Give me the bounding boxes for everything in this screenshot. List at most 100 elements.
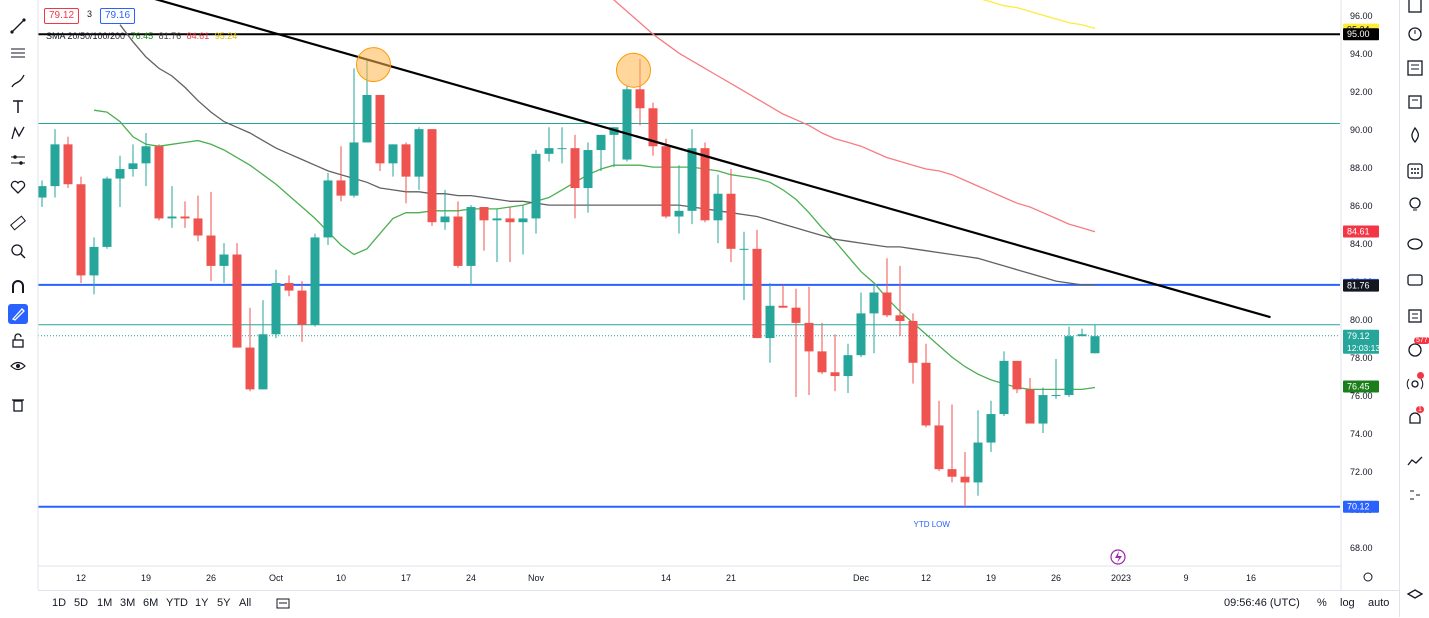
candle-body: [167, 216, 177, 219]
brush-icon[interactable]: [8, 71, 28, 91]
text-tool-icon[interactable]: [8, 97, 28, 117]
candle-body: [505, 218, 515, 223]
ideas-lightbulb-icon[interactable]: [1404, 194, 1426, 216]
calendar-grid-icon[interactable]: [1404, 160, 1426, 182]
range-3m-button[interactable]: 3M: [120, 597, 136, 609]
alerts-bell-icon[interactable]: [1404, 408, 1426, 430]
y-tick-label: 74.00: [1350, 429, 1373, 439]
x-tick-label: 26: [206, 573, 216, 583]
range-ytd-button[interactable]: YTD: [166, 597, 188, 609]
candle-body: [960, 476, 970, 483]
trend-line-icon[interactable]: [8, 16, 28, 36]
candle-body: [219, 254, 229, 266]
price-badge: [1343, 279, 1379, 292]
price-chart[interactable]: YTD LOW 96.00 94.00 92.00 90.00 88.00 86.00 84…: [0, 0, 1400, 590]
horizontal-lines-icon[interactable]: [8, 43, 28, 63]
highlight-circle[interactable]: [616, 52, 651, 88]
candle-body: [765, 305, 775, 339]
pattern-tool-icon[interactable]: [8, 123, 28, 143]
ask-price-box[interactable]: 79.16: [100, 8, 136, 24]
streams-icon[interactable]: [1404, 339, 1426, 361]
candle-body: [518, 218, 528, 223]
candle-body: [973, 442, 983, 483]
x-tick-label: 2023: [1111, 573, 1131, 583]
highlight-circle[interactable]: [356, 47, 391, 83]
log-scale-button[interactable]: log: [1340, 597, 1355, 609]
magnet-icon[interactable]: [8, 277, 28, 297]
alarm-clock-icon[interactable]: [1404, 22, 1426, 44]
price-axis-badges: 95.2495.0084.6181.8081.7679.1212:03:1376…: [1343, 23, 1380, 513]
y-tick-label: 92.00: [1350, 87, 1373, 97]
trash-icon[interactable]: [8, 394, 28, 414]
sma-legend[interactable]: SMA 20/50/100/200 76.45 81.76 84.61 95.2…: [46, 31, 240, 41]
clock-readout[interactable]: 09:56:46 (UTC): [1224, 597, 1300, 609]
sma-line-sma50: [119, 24, 1095, 286]
candle-body: [414, 129, 424, 177]
data-window-icon[interactable]: [1404, 57, 1426, 79]
alerts-count-badge: 1: [1416, 406, 1424, 413]
candle-body: [921, 362, 931, 426]
dom-ladder-icon[interactable]: [1404, 484, 1426, 506]
range-5y-button[interactable]: 5Y: [217, 597, 231, 609]
public-chats-icon[interactable]: [1404, 234, 1426, 256]
range-1d-button[interactable]: 1D: [52, 597, 67, 609]
drawings[interactable]: YTD LOW: [19, 0, 1271, 565]
range-all-button[interactable]: All: [239, 597, 252, 609]
layers-icon[interactable]: [1404, 585, 1426, 607]
y-tick-label: 86.00: [1350, 201, 1373, 211]
candle-body: [869, 292, 879, 314]
lock-icon[interactable]: [8, 331, 28, 351]
candle-body: [180, 216, 190, 219]
hotlist-fire-icon[interactable]: [1404, 124, 1426, 146]
sma-legend-label: SMA 20/50/100/200: [46, 31, 126, 41]
candle-body: [1064, 336, 1074, 396]
candle-body: [596, 134, 606, 151]
candle-body: [232, 254, 242, 348]
candle-body: [115, 169, 125, 179]
y-tick-label: 72.00: [1350, 467, 1373, 477]
candle-body: [1025, 389, 1035, 424]
private-chats-icon[interactable]: [1404, 270, 1426, 292]
trend-line[interactable]: [19, 0, 1271, 319]
add-note-icon[interactable]: [1404, 90, 1426, 112]
watchlist-icon[interactable]: [1404, 0, 1426, 16]
right-sidebar: 577 1: [1399, 0, 1429, 617]
range-1y-button[interactable]: 1Y: [195, 597, 209, 609]
price-badge-label: 95.00: [1347, 29, 1370, 39]
range-1m-button[interactable]: 1M: [97, 597, 113, 609]
zoom-in-icon[interactable]: [8, 241, 28, 261]
broadcast-icon[interactable]: [1404, 373, 1426, 395]
horizontal-levels[interactable]: [38, 33, 1340, 508]
x-tick-label: 19: [141, 573, 151, 583]
forecast-tool-icon[interactable]: [8, 150, 28, 170]
auto-scale-button[interactable]: auto: [1368, 597, 1390, 609]
candle-body: [362, 94, 372, 143]
notifications-list-icon[interactable]: [1404, 305, 1426, 327]
ruler-icon[interactable]: [8, 213, 28, 233]
candle-body: [1077, 334, 1087, 337]
hide-drawings-icon[interactable]: [8, 356, 28, 376]
spread-value: 3: [87, 9, 93, 19]
bottom-toolbar: 1D 5D 1M 3M 6M YTD 1Y 5Y All 09:56:46 (U…: [38, 590, 1400, 618]
candle-body: [713, 193, 723, 221]
price-badge: [1343, 28, 1379, 41]
x-tick-label: 19: [986, 573, 996, 583]
candle-body: [375, 94, 385, 164]
range-5d-button[interactable]: 5D: [74, 597, 89, 609]
percent-scale-button[interactable]: %: [1317, 597, 1327, 609]
stay-in-drawing-mode-icon[interactable]: [8, 304, 28, 324]
time-axis-settings-icon[interactable]: [1363, 572, 1373, 582]
candle-body: [141, 146, 151, 164]
candle-body: [895, 315, 905, 321]
lightning-icon: [1115, 551, 1122, 563]
x-tick-label: 17: [401, 573, 411, 583]
range-6m-button[interactable]: 6M: [143, 597, 159, 609]
date-range-icon[interactable]: [276, 596, 290, 613]
candle-body: [739, 248, 749, 250]
candle-body: [986, 414, 996, 443]
x-tick-label: 24: [466, 573, 476, 583]
axes: 96.0094.0092.0090.0088.0086.0084.0082.00…: [37, 0, 1373, 590]
favorite-icon[interactable]: [8, 177, 28, 197]
bid-price-box[interactable]: 79.12: [44, 8, 80, 24]
trading-panel-icon[interactable]: [1404, 451, 1426, 473]
